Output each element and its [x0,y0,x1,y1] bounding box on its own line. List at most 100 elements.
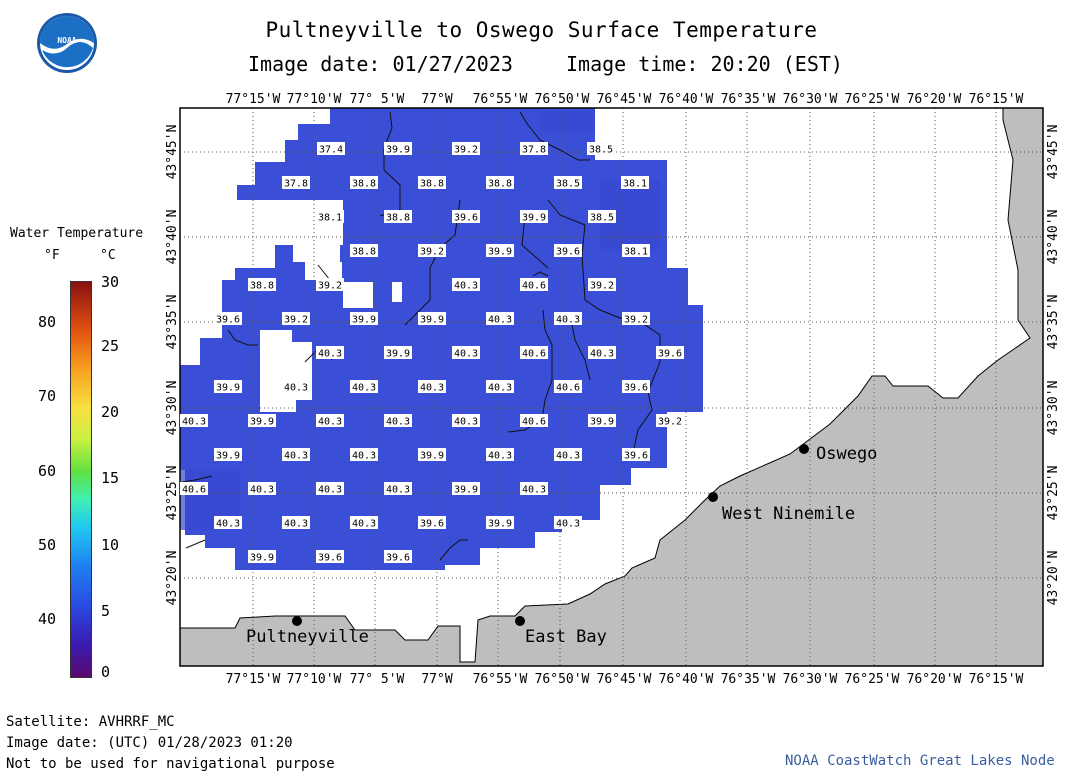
c-tick: 0 [101,663,111,681]
place-label-west-ninemile: West Ninemile [722,504,855,524]
lat-label: 43°40'N [1046,210,1061,265]
temperature-label-box [282,312,310,325]
temperature-label: 39.9 [590,417,614,428]
f-tick: 40 [38,610,57,628]
lon-label: 77° 5'W [350,92,405,107]
temperature-label: 40.3 [352,451,376,462]
temperature-label-box [486,516,514,529]
temperature-label-box [622,244,650,257]
temperature-label: 39.6 [454,213,478,224]
temperature-label-box [554,448,582,461]
temperature-label-box [316,482,344,495]
place-marker-oswego [799,444,809,454]
land [179,107,1044,667]
place-marker-pultneyville [292,616,302,626]
temperature-label-box [622,448,650,461]
temperature-label-box [350,244,378,257]
temperature-label: 40.3 [590,349,614,360]
lon-label: 77°10'W [287,672,342,687]
temperature-label: 39.9 [488,247,512,258]
logo-text: NOAA [57,36,76,45]
temperature-label: 38.5 [590,213,614,224]
c-tick: 25 [101,337,120,355]
longitude-labels-bottom: 77°15'W 77°10'W 77° 5'W 77°W 76°55'W 76°… [226,672,1024,687]
image-date: Image date: 01/27/2023 [248,52,513,76]
temperature-label: 39.9 [488,519,512,530]
temperature-label: 38.8 [250,281,274,292]
temperature-label-box [248,414,276,427]
lon-label: 76°15'W [969,92,1024,107]
temperature-label-box [588,278,616,291]
temperature-label-box [588,346,616,359]
temperature-label: 40.3 [454,281,478,292]
temperature-label: 40.3 [318,349,342,360]
temperature-label-box [418,244,446,257]
temperature-label: 39.9 [352,315,376,326]
temperature-label: 39.9 [522,213,546,224]
temperature-label-box [486,448,514,461]
lon-label: 76°55'W [473,92,528,107]
f-tick: 60 [38,462,57,480]
temperature-label: 39.6 [658,349,682,360]
temperature-label-box [520,346,548,359]
temperature-label: 39.9 [216,383,240,394]
place-label-pultneyville: Pultneyville [246,627,369,647]
lon-label: 76°50'W [535,672,590,687]
temperature-label: 40.3 [284,383,308,394]
lat-label: 43°30'N [1046,381,1061,436]
lon-label: 76°55'W [473,672,528,687]
lat-label: 43°20'N [1046,551,1061,606]
lon-label: 76°35'W [721,672,776,687]
temperature-label: 40.3 [556,315,580,326]
temperature-label-box [418,176,446,189]
temperature-label: 39.2 [454,145,478,156]
temperature-label-box [248,278,276,291]
temperature-label: 38.8 [488,179,512,190]
c-tick: 15 [101,469,120,487]
f-tick: 50 [38,536,57,554]
temperature-label-box [384,414,412,427]
lon-label: 76°40'W [659,92,714,107]
lon-label: 76°35'W [721,92,776,107]
temperature-label-box [214,448,242,461]
temperature-label-box [316,278,344,291]
temperature-label: 40.6 [182,485,206,496]
temperature-label: 40.3 [216,519,240,530]
temperature-label: 38.8 [352,179,376,190]
temperature-label-box [384,550,412,563]
map-frame [179,107,1044,667]
temperature-label-box [452,210,480,223]
temperature-label: 39.9 [420,315,444,326]
temperature-label: 40.3 [284,519,308,530]
temperature-label-box [317,142,345,155]
temperature-label: 39.6 [624,383,648,394]
f-tick: 70 [38,387,57,405]
temperature-label-box [656,346,684,359]
temperature-label: 40.3 [522,485,546,496]
temperature-label-box [486,176,514,189]
legend-unit-f: °F [44,248,60,263]
place-marker-east-bay [515,616,525,626]
disclaimer-text: Not to be used for navigational purpose [6,756,335,772]
temperature-label-box [384,142,412,155]
lon-label: 76°40'W [659,672,714,687]
c-tick: 10 [101,536,120,554]
temperature-label: 39.9 [386,145,410,156]
lat-label: 43°20'N [165,551,180,606]
temperature-label: 39.9 [454,485,478,496]
temperature-label-box [554,312,582,325]
c-tick: 20 [101,403,120,421]
temperature-label: 40.6 [522,349,546,360]
temperature-label-box [554,516,582,529]
temperature-label: 39.6 [420,519,444,530]
temperature-label: 40.3 [250,485,274,496]
lon-label: 76°30'W [783,672,838,687]
lon-label: 76°25'W [845,672,900,687]
temperature-label-box [180,482,208,495]
latitude-labels-right: 43°45'N 43°40'N 43°35'N 43°30'N 43°25'N … [1046,125,1061,606]
lon-label: 76°45'W [597,672,652,687]
temperature-label: 39.2 [420,247,444,258]
page-title: Pultneyville to Oswego Surface Temperatu… [265,18,818,42]
temperature-label-box [418,312,446,325]
temperature-label: 39.6 [556,247,580,258]
